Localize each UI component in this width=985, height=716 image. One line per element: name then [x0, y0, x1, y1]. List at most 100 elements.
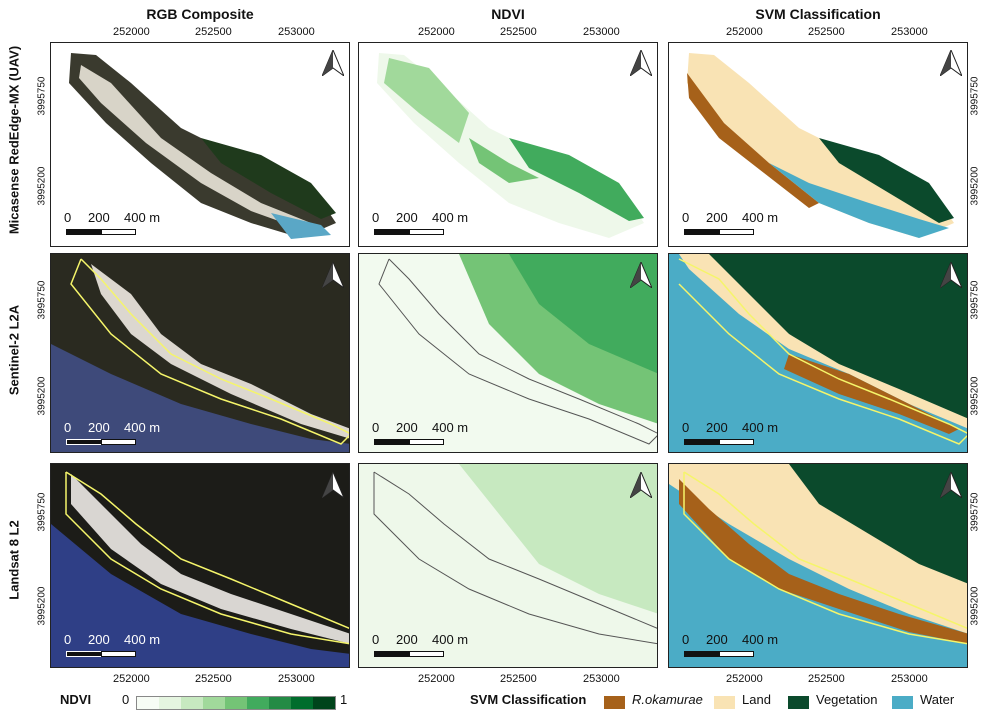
ramp-step — [181, 697, 203, 709]
scale-bar: 0 200 400 m — [372, 632, 472, 658]
scale-bar: 0 200 400 m — [372, 420, 472, 446]
ramp-step — [313, 697, 335, 709]
north-arrow-icon — [628, 48, 654, 81]
ytick: 3995200 — [36, 166, 48, 206]
ramp-step — [203, 697, 225, 709]
ytick: 3995200 — [969, 376, 981, 416]
scale-bar: 0 200 400 m — [682, 210, 782, 236]
scale-bar: 0 200 400 m — [64, 632, 164, 658]
scale-zero: 0 — [372, 210, 380, 225]
north-arrow-icon — [320, 48, 346, 81]
scale-end: 400 m — [432, 210, 469, 225]
map-l8-rgb — [50, 463, 350, 668]
ramp-step — [247, 697, 269, 709]
ramp-step — [269, 697, 291, 709]
xtick: 252500 — [500, 26, 537, 38]
scale-bar: 0 200 400 m — [372, 210, 472, 236]
scale-zero: 0 — [682, 632, 690, 647]
map-s2-rgb — [50, 253, 350, 453]
scale-mid: 200 — [88, 210, 110, 225]
map-s2-ndvi — [358, 253, 658, 453]
scale-zero: 0 — [682, 420, 690, 435]
xtick: 252000 — [418, 673, 455, 685]
legend-swatch-rokamurae — [604, 696, 625, 709]
scale-end: 400 m — [432, 632, 469, 647]
col-title-svm: SVM Classification — [755, 6, 881, 22]
xtick: 253000 — [891, 26, 928, 38]
xtick: 253000 — [583, 673, 620, 685]
ytick: 3995200 — [969, 586, 981, 626]
legend-label-rokamurae: R.okamurae — [632, 692, 703, 707]
map-s2-svm — [668, 253, 968, 453]
ramp-step — [137, 697, 159, 709]
ndvi-legend-min: 0 — [122, 692, 130, 707]
map-l8-ndvi — [358, 463, 658, 668]
scale-bar: 0 200 400 m — [682, 632, 782, 658]
map-uav-svm — [668, 42, 968, 247]
xtick: 252000 — [726, 26, 763, 38]
ytick: 3995200 — [36, 586, 48, 626]
scale-zero: 0 — [64, 210, 72, 225]
ytick: 3995750 — [36, 76, 48, 116]
xtick: 252000 — [418, 26, 455, 38]
scale-mid: 200 — [706, 210, 728, 225]
ytick: 3995750 — [969, 76, 981, 116]
ytick: 3995750 — [969, 492, 981, 532]
xtick: 253000 — [891, 673, 928, 685]
scale-zero: 0 — [372, 632, 380, 647]
north-arrow-icon — [320, 260, 346, 293]
xtick: 253000 — [278, 26, 315, 38]
scale-bar: 0 200 400 m — [64, 420, 164, 446]
xtick: 252000 — [726, 673, 763, 685]
xtick: 253000 — [278, 673, 315, 685]
ytick: 3995750 — [36, 280, 48, 320]
scale-mid: 200 — [88, 420, 110, 435]
scale-mid: 200 — [396, 420, 418, 435]
xtick: 252500 — [500, 673, 537, 685]
xtick: 252500 — [808, 26, 845, 38]
legend-label-land: Land — [742, 692, 771, 707]
ramp-step — [225, 697, 247, 709]
scale-zero: 0 — [64, 420, 72, 435]
north-arrow-icon — [938, 48, 964, 81]
map-l8-svm — [668, 463, 968, 668]
xtick: 253000 — [583, 26, 620, 38]
xtick: 252500 — [808, 673, 845, 685]
scale-bar: 0 200 400 m — [682, 420, 782, 446]
legend-label-water: Water — [920, 692, 955, 707]
scale-end: 400 m — [124, 210, 161, 225]
scale-end: 400 m — [432, 420, 469, 435]
scale-end: 400 m — [124, 632, 161, 647]
legend-swatch-water — [892, 696, 913, 709]
xtick: 252500 — [195, 673, 232, 685]
scale-end: 400 m — [124, 420, 161, 435]
map-uav-ndvi — [358, 42, 658, 247]
ytick: 3995200 — [969, 166, 981, 206]
scale-mid: 200 — [396, 210, 418, 225]
ytick: 3995200 — [36, 376, 48, 416]
scale-end: 400 m — [742, 420, 779, 435]
scale-zero: 0 — [64, 632, 72, 647]
scale-end: 400 m — [742, 210, 779, 225]
legend-swatch-land — [714, 696, 735, 709]
scale-zero: 0 — [682, 210, 690, 225]
scale-end: 400 m — [742, 632, 779, 647]
ramp-step — [291, 697, 313, 709]
ytick: 3995750 — [36, 492, 48, 532]
ramp-step — [159, 697, 181, 709]
scale-bar: 0 200 400 m — [64, 210, 164, 236]
ytick: 3995750 — [969, 280, 981, 320]
north-arrow-icon — [628, 470, 654, 503]
xtick: 252000 — [113, 26, 150, 38]
north-arrow-icon — [938, 260, 964, 293]
xtick: 252500 — [195, 26, 232, 38]
north-arrow-icon — [628, 260, 654, 293]
north-arrow-icon — [938, 470, 964, 503]
map-uav-rgb — [50, 42, 350, 247]
ndvi-color-ramp — [136, 696, 336, 710]
scale-mid: 200 — [706, 632, 728, 647]
ndvi-legend-title: NDVI — [60, 692, 92, 707]
xtick: 252000 — [113, 673, 150, 685]
legend-label-vegetation: Vegetation — [816, 692, 878, 707]
col-title-ndvi: NDVI — [491, 6, 525, 22]
